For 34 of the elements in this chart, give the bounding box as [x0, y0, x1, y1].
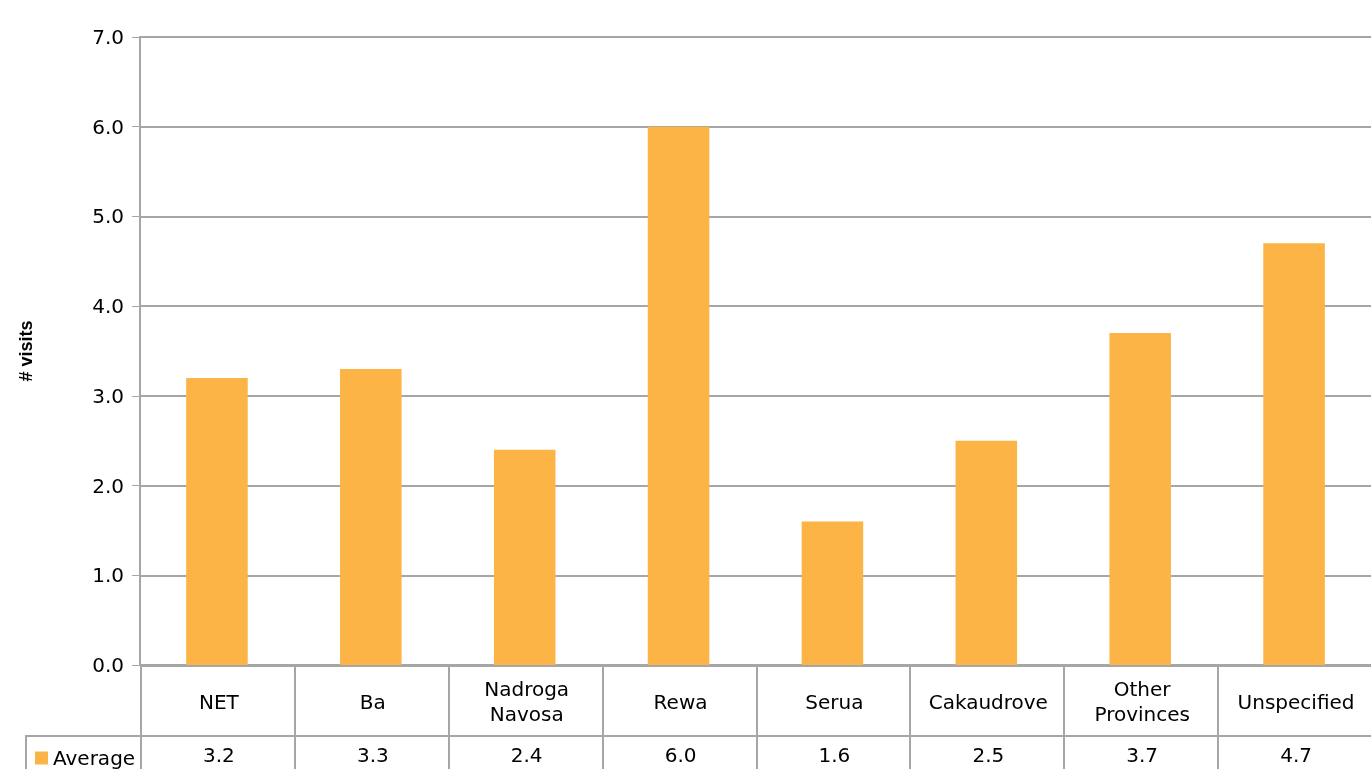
x-tick-label: Unspecified	[1237, 689, 1355, 715]
bar	[340, 368, 402, 665]
x-tick-label: Other Provinces	[1093, 677, 1191, 727]
data-label: 3.3	[356, 742, 389, 768]
data-label: 2.4	[510, 742, 543, 768]
bar	[647, 126, 710, 665]
bar	[493, 449, 556, 665]
legend-label: Average	[53, 746, 136, 769]
data-label: 3.7	[1126, 742, 1159, 768]
y-axis-title: # visits	[16, 320, 36, 382]
y-tick-label: 1.0	[92, 563, 124, 588]
x-tick-label: Rewa	[653, 689, 708, 715]
data-label: 3.2	[203, 742, 235, 768]
x-tick-label: NET	[199, 689, 239, 715]
y-tick-label: 3.0	[92, 383, 124, 408]
data-label: 4.7	[1280, 742, 1312, 768]
x-tick-label: Ba	[359, 689, 386, 715]
y-tick-label: 2.0	[92, 473, 124, 498]
y-tick-label: 5.0	[92, 204, 124, 229]
data-label: 1.6	[818, 742, 851, 768]
x-tick-label: Nadroga Navosa	[483, 677, 571, 727]
data-label: 6.0	[664, 742, 697, 768]
x-tick-label: Serua	[805, 689, 864, 715]
y-tick-label: 6.0	[92, 114, 124, 139]
y-tick-label: 0.0	[92, 653, 124, 677]
bar	[955, 440, 1018, 665]
bar	[1263, 243, 1325, 665]
bar	[186, 377, 248, 665]
y-tick-label: 4.0	[92, 294, 124, 319]
bar	[1109, 333, 1171, 665]
y-tick-label: 7.0	[92, 25, 124, 49]
data-label: 2.5	[972, 742, 1005, 768]
bar	[801, 521, 864, 665]
x-tick-label: Cakaudrove	[928, 689, 1048, 715]
